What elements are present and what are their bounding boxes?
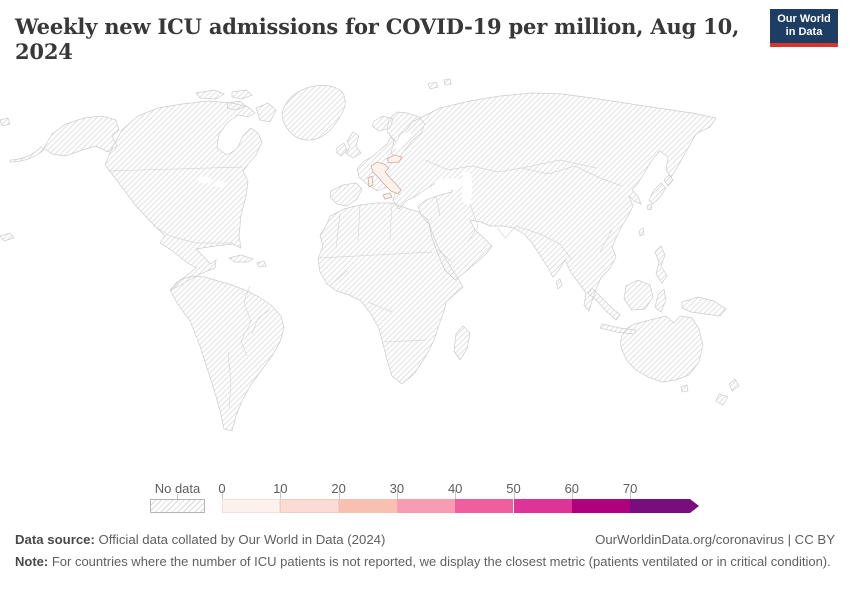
landmass-africa xyxy=(317,202,464,385)
landmass-australia xyxy=(620,315,704,383)
great-lakes xyxy=(198,176,212,184)
data-source-label: Data source: xyxy=(15,532,95,547)
legend-color-bucket[interactable] xyxy=(571,499,631,513)
landmass-sumatra xyxy=(587,287,621,321)
baltic-sea xyxy=(395,132,411,151)
legend-color-bucket[interactable] xyxy=(513,499,572,513)
legend-color-bucket[interactable] xyxy=(396,499,456,513)
legend-color-bucket[interactable] xyxy=(280,499,339,513)
legend-tick-label: 0 xyxy=(218,481,226,496)
country-italy[interactable] xyxy=(367,161,402,200)
source-link[interactable]: OurWorldinData.org/coronavirus | CC BY xyxy=(595,532,835,547)
landmass-taiwan xyxy=(638,227,645,237)
landmass-sulawesi xyxy=(654,288,667,313)
landmass-borneo xyxy=(623,279,654,311)
landmass-alaska xyxy=(43,115,120,157)
landmass-british-isles xyxy=(335,131,362,159)
landmass-sri-lanka xyxy=(555,278,563,290)
legend-arrow xyxy=(690,499,700,513)
no-data-tick xyxy=(177,494,178,499)
owid-logo-line2: in Data xyxy=(785,26,823,38)
legend-tick-label: 50 xyxy=(506,481,521,496)
chart-footer: Data source: Official data collated by O… xyxy=(15,531,835,572)
legend-tick-label: 70 xyxy=(622,481,638,496)
landmass-greenland xyxy=(281,85,346,141)
landmass-philippines xyxy=(654,245,668,284)
legend-tick-label: 10 xyxy=(273,481,288,496)
data-source: Data source: Official data collated by O… xyxy=(15,531,385,549)
landmass-arctic-islands xyxy=(195,89,277,123)
legend-color-bucket[interactable] xyxy=(630,499,691,513)
landmass-edge-slivers xyxy=(0,117,15,242)
landmass-japan xyxy=(646,174,674,211)
legend-color-bucket[interactable] xyxy=(338,499,397,513)
no-data-label: No data xyxy=(154,481,201,496)
great-lakes-east xyxy=(213,181,225,187)
landmass-aleutians xyxy=(9,146,45,163)
landmass-new-zealand xyxy=(715,378,740,406)
chart-note: Note: For countries where the number of … xyxy=(15,553,835,572)
legend-color-bucket[interactable] xyxy=(455,499,514,513)
landmass-svalbard xyxy=(427,78,452,90)
landmass-south-america xyxy=(169,275,285,432)
legend-tick-label: 60 xyxy=(564,481,580,496)
country-borders xyxy=(107,159,623,409)
landmass-eurasia xyxy=(356,92,717,312)
world-map[interactable] xyxy=(0,55,850,475)
landmass-caribbean xyxy=(228,254,267,268)
note-text: For countries where the number of ICU pa… xyxy=(48,554,831,570)
no-data-swatch[interactable] xyxy=(150,499,205,513)
owid-logo: Our World in Data xyxy=(770,9,838,47)
caspian-sea xyxy=(461,171,473,205)
landmass-tasmania xyxy=(680,384,689,393)
data-source-text: Official data collated by Our World in D… xyxy=(94,532,386,547)
black-sea xyxy=(435,178,463,190)
legend-color-bucket[interactable] xyxy=(222,499,281,513)
owid-logo-line1: Our World xyxy=(777,13,831,25)
legend-tick-label: 30 xyxy=(389,481,405,496)
chart-title: Weekly new ICU admissions for COVID-19 p… xyxy=(15,14,740,64)
landmass-new-guinea xyxy=(681,296,727,317)
country-slovakia[interactable] xyxy=(386,154,403,164)
note-label: Note: xyxy=(15,554,49,570)
landmass-madagascar xyxy=(453,325,471,361)
legend-tick-label: 40 xyxy=(447,481,463,496)
legend-tick-label: 20 xyxy=(331,481,346,496)
landmass-iberia xyxy=(329,182,363,207)
